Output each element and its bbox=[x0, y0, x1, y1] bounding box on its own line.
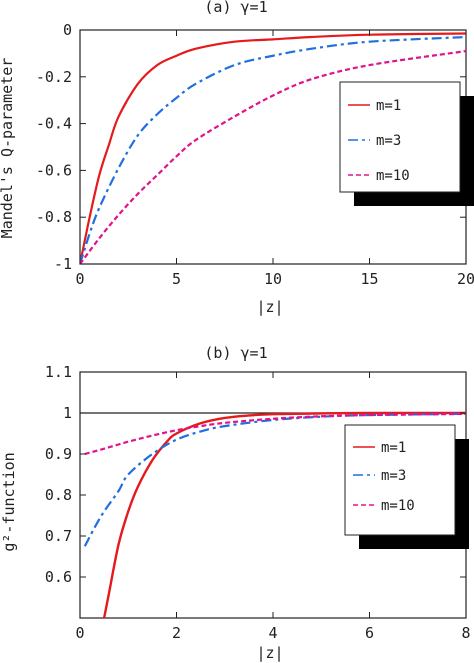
series-line-m-10 bbox=[80, 49, 466, 264]
y-tick-label: -0.8 bbox=[36, 208, 72, 226]
y-tick-label: -0.2 bbox=[36, 68, 72, 86]
legend-label: m=10 bbox=[381, 498, 415, 514]
legend-label: m=1 bbox=[381, 440, 406, 456]
x-tick-label: 4 bbox=[268, 624, 277, 642]
legend-box bbox=[339, 81, 461, 193]
panel-b-title: (b) γ=1 bbox=[204, 344, 267, 362]
x-tick-label: 2 bbox=[172, 624, 181, 642]
y-tick-label: 1 bbox=[63, 404, 72, 422]
series-line-m-3 bbox=[80, 35, 466, 264]
x-tick-label: 20 bbox=[457, 270, 474, 288]
series-line-m-1 bbox=[102, 411, 466, 618]
legend-label: m=1 bbox=[376, 98, 401, 114]
x-tick-label: 0 bbox=[75, 624, 84, 642]
x-tick-label: 10 bbox=[264, 270, 282, 288]
legend-label: m=3 bbox=[376, 133, 401, 149]
legend-box bbox=[344, 424, 456, 536]
y-tick-label: 0.7 bbox=[45, 527, 72, 545]
x-tick-label: 0 bbox=[75, 270, 84, 288]
x-tick-label: 5 bbox=[172, 270, 181, 288]
y-tick-label: 0.6 bbox=[45, 568, 72, 586]
panel-a-y-axis-label: Mandel's Q-parameter bbox=[0, 58, 16, 239]
series-line-m-1 bbox=[80, 32, 466, 264]
x-tick-label: 8 bbox=[461, 624, 470, 642]
panel-b-x-axis-label: |z| bbox=[256, 644, 283, 662]
y-tick-label: 1.1 bbox=[45, 363, 72, 381]
y-tick-label: 0.9 bbox=[45, 445, 72, 463]
y-tick-label: 0.8 bbox=[45, 486, 72, 504]
y-tick-label: -0.6 bbox=[36, 161, 72, 179]
panel-b-y-axis-label: g²-function bbox=[0, 452, 18, 551]
x-tick-label: 15 bbox=[360, 270, 378, 288]
panel-a-x-axis-label: |z| bbox=[256, 298, 283, 316]
legend-label: m=3 bbox=[381, 468, 406, 484]
x-tick-label: 6 bbox=[365, 624, 374, 642]
panel-a-title: (a) γ=1 bbox=[204, 0, 267, 16]
y-tick-label: 0 bbox=[63, 21, 72, 39]
y-tick-label: -0.4 bbox=[36, 115, 72, 133]
legend-label: m=10 bbox=[376, 168, 410, 184]
y-tick-label: -1 bbox=[54, 255, 72, 273]
